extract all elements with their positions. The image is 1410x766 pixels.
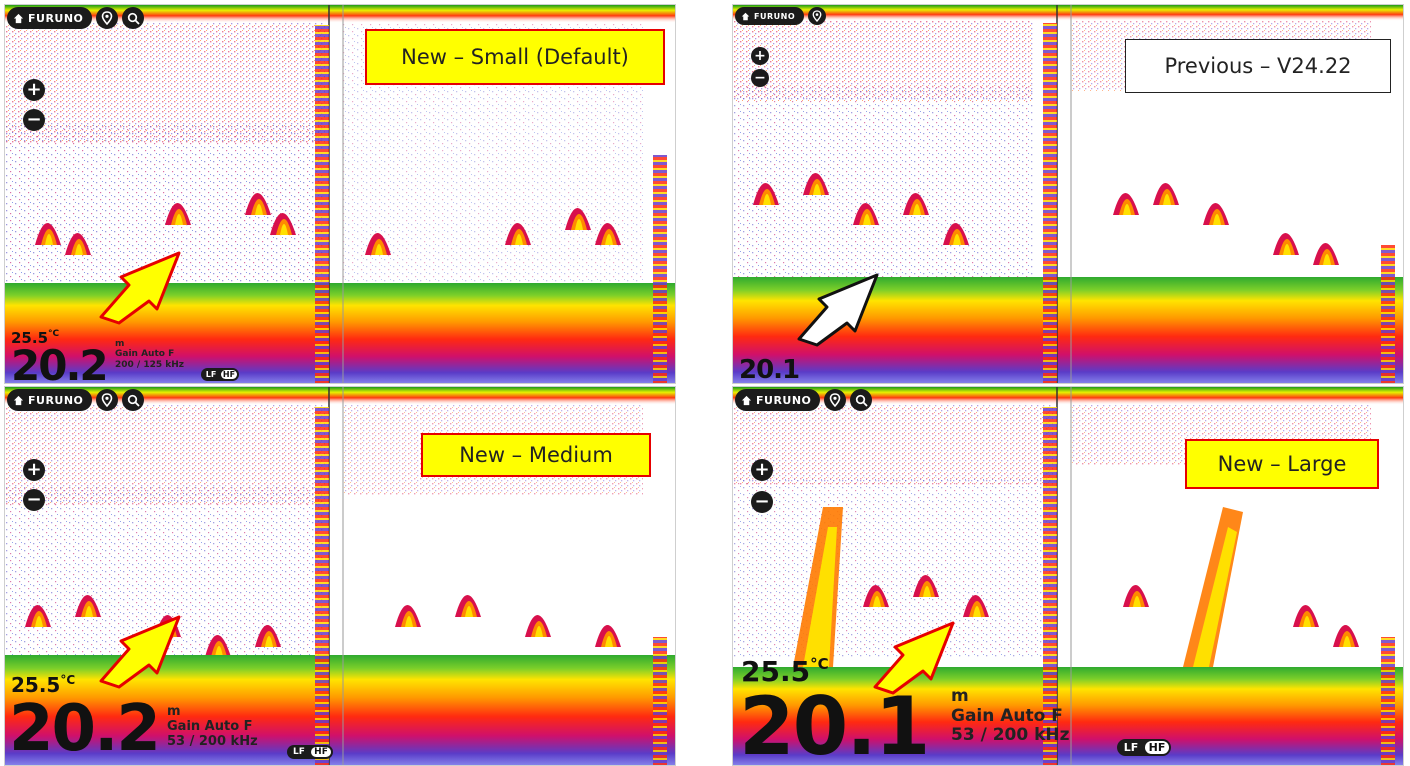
hf-option[interactable]: HF [311,747,331,757]
location-button[interactable] [96,389,119,411]
location-button[interactable] [96,7,119,29]
caption-label: New – Medium [421,433,651,477]
caption-label: Previous – V24.22 [1125,39,1391,93]
caption-label: New – Large [1185,439,1379,489]
location-pin-icon [102,11,113,25]
depth-readout: 20.2 [11,341,109,384]
search-button[interactable] [122,389,145,411]
panel-previous: FURUNO + − Previous – V24.22 20.1 [732,4,1404,384]
frequency-toggle[interactable]: LF HF [287,745,333,759]
header-bar: FURUNO [735,7,827,25]
zoom-out-icon[interactable]: − [751,69,769,87]
home-button[interactable]: FURUNO [735,7,805,25]
location-pin-icon [830,393,841,407]
gain-mode: Gain Auto F [115,349,175,360]
water-temperature: 25.5 [11,673,61,697]
header-bar: FURUNO [7,7,145,29]
temperature-unit: °C [810,655,829,673]
brand-label: FURUNO [754,11,796,21]
gain-mode: Gain Auto F [951,705,1063,726]
search-icon [855,394,868,407]
zoom-out-icon[interactable]: − [23,489,45,511]
yellow-arrow-icon [99,615,181,689]
search-icon [127,394,140,407]
zoom-in-icon[interactable]: + [751,459,773,481]
search-button[interactable] [850,389,873,411]
echogram [733,5,1403,383]
panel-new-small: FURUNO + − New – Small (Default) 25.5°C … [4,4,676,384]
white-arrow-icon [797,273,879,347]
depth-unit: m [167,704,181,719]
home-button[interactable]: FURUNO [7,7,93,29]
panel-new-large: FURUNO + − New – Large 25.5°C 20.1 m Gai… [732,386,1404,766]
zoom-in-icon[interactable]: + [23,79,45,101]
depth-unit: m [951,686,969,706]
frequency-toggle[interactable]: LF HF [201,368,239,381]
brand-label: FURUNO [28,393,84,407]
caption-label: New – Small (Default) [365,29,665,85]
brand-label: FURUNO [28,11,84,25]
home-icon [741,395,752,405]
panel-new-medium: FURUNO + − New – Medium 25.5°C 20.2 m Ga… [4,386,676,766]
lf-option[interactable]: LF [205,370,217,379]
home-button[interactable]: FURUNO [735,389,821,411]
depth-readout: 20.1 [739,355,800,384]
depth-unit: m [115,339,125,349]
yellow-arrow-icon [99,251,181,325]
zoom-out-icon[interactable]: − [23,109,45,131]
hf-option[interactable]: HF [221,370,237,379]
location-pin-icon [812,10,822,22]
yellow-arrow-icon [873,621,955,695]
frequency-label: 53 / 200 kHz [167,733,258,749]
zoom-in-icon[interactable]: + [751,47,769,65]
header-bar: FURUNO [735,389,873,411]
header-bar: FURUNO [7,389,145,411]
zoom-in-icon[interactable]: + [23,459,45,481]
home-icon [741,12,750,20]
temperature-unit: °C [48,329,60,339]
lf-option[interactable]: LF [1123,741,1139,754]
hf-option[interactable]: HF [1145,741,1169,754]
home-icon [13,395,24,405]
depth-readout: 20.1 [739,680,930,766]
depth-readout: 20.2 [9,692,161,766]
zoom-out-icon[interactable]: − [751,491,773,513]
location-button[interactable] [824,389,847,411]
echogram [733,387,1403,765]
frequency-toggle[interactable]: LF HF [1117,739,1171,756]
frequency-label: 53 / 200 kHz [951,725,1070,746]
lf-option[interactable]: LF [293,747,305,757]
water-temperature: 25.5 [741,655,811,688]
water-temperature: 25.5 [11,329,49,347]
gain-mode: Gain Auto F [167,718,253,734]
search-button[interactable] [122,7,145,29]
frequency-label: 200 / 125 kHz [115,359,185,370]
temperature-unit: °C [60,673,76,687]
home-button[interactable]: FURUNO [7,389,93,411]
home-icon [13,13,24,23]
brand-label: FURUNO [756,393,812,407]
search-icon [127,12,140,25]
location-button[interactable] [808,7,827,25]
location-pin-icon [102,393,113,407]
